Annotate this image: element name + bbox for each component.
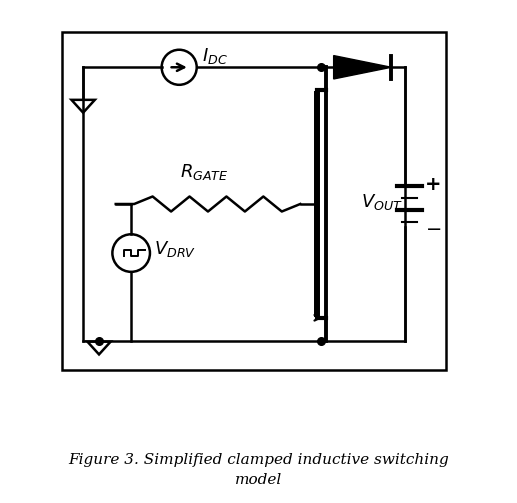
Text: +: + <box>424 176 441 194</box>
Text: Figure 3. Simplified clamped inductive switching
model: Figure 3. Simplified clamped inductive s… <box>68 453 449 487</box>
Polygon shape <box>333 56 391 79</box>
Bar <box>62 32 446 370</box>
Text: $I_{DC}$: $I_{DC}$ <box>202 46 227 65</box>
Polygon shape <box>87 342 111 355</box>
Text: $V_{OUT}$: $V_{OUT}$ <box>361 192 403 212</box>
Text: $-$: $-$ <box>424 218 441 237</box>
Text: $R_{GATE}$: $R_{GATE}$ <box>180 162 229 182</box>
Polygon shape <box>71 100 95 113</box>
Text: $V_{DRV}$: $V_{DRV}$ <box>154 239 196 259</box>
